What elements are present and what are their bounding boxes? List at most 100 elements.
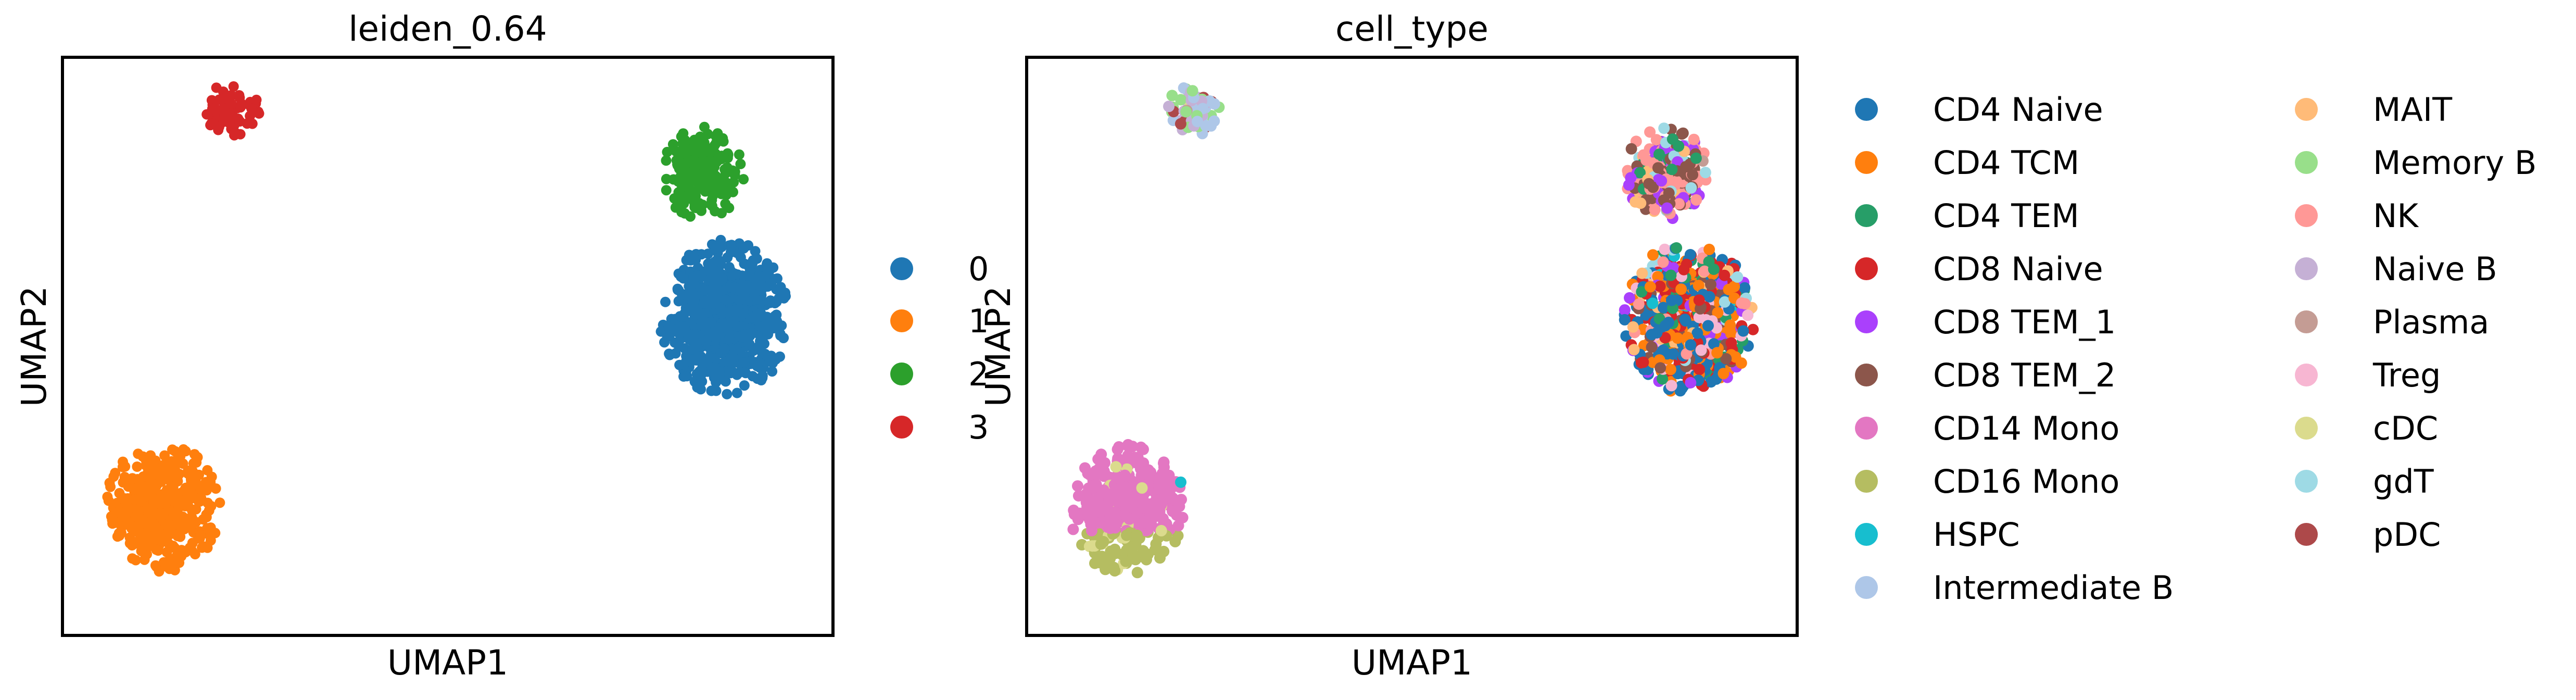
point-leiden-1 <box>188 458 199 469</box>
point-celltype-memory-b <box>1166 90 1178 102</box>
legend-label-leiden-1: 1 <box>968 302 989 340</box>
point-celltype-cd4-tcm <box>1644 281 1656 293</box>
point-leiden-1 <box>151 544 162 555</box>
point-celltype-cd4-tem <box>1634 167 1646 179</box>
point-leiden-0 <box>700 325 711 336</box>
point-leiden-0 <box>709 243 720 254</box>
point-celltype-cdc <box>1110 461 1122 473</box>
point-leiden-1 <box>160 464 170 474</box>
point-leiden-1 <box>167 444 178 455</box>
point-celltype-cd8-naive <box>1693 294 1705 306</box>
point-leiden-1 <box>138 533 149 544</box>
panel-celltype-points <box>1067 82 1759 579</box>
legend-label-celltype: CD4 TEM <box>1933 197 2079 235</box>
point-leiden-2 <box>705 156 716 167</box>
point-leiden-1 <box>179 524 190 534</box>
panel-leiden-ylabel: UMAP2 <box>14 286 54 407</box>
point-leiden-0 <box>722 389 733 399</box>
point-leiden-0 <box>697 376 708 387</box>
point-celltype-cd4-naive <box>1676 382 1688 394</box>
point-leiden-1 <box>200 477 211 488</box>
legend-item-celltype: Intermediate B <box>1855 569 2174 607</box>
point-celltype-nk <box>1673 198 1685 210</box>
point-leiden-1 <box>132 461 143 472</box>
point-leiden-0 <box>715 322 726 333</box>
point-celltype-cd14-mono <box>1099 468 1111 480</box>
point-celltype-mait <box>1627 321 1639 333</box>
legend-label-celltype: CD4 TCM <box>1933 144 2079 182</box>
point-celltype-cd4-tcm <box>1724 319 1736 331</box>
legend-marker-celltype <box>2295 310 2318 333</box>
point-leiden-0 <box>755 345 766 356</box>
point-leiden-2 <box>708 191 718 202</box>
point-leiden-1 <box>187 538 198 548</box>
point-leiden-2 <box>685 211 696 222</box>
point-leiden-0 <box>766 278 777 289</box>
point-leiden-1 <box>127 553 138 564</box>
point-celltype-cd4-naive <box>1646 329 1658 341</box>
legend-label-leiden-0: 0 <box>968 250 989 288</box>
point-celltype-cd16-mono <box>1109 565 1121 577</box>
point-celltype-cd14-mono <box>1129 452 1141 464</box>
point-leiden-0 <box>737 332 748 343</box>
point-leiden-0 <box>730 305 741 316</box>
point-celltype-cd4-naive <box>1685 339 1697 351</box>
point-leiden-0 <box>685 353 696 364</box>
legend-marker-leiden-0 <box>890 257 913 280</box>
point-celltype-cd8-tem_1 <box>1656 175 1668 187</box>
point-leiden-0 <box>756 375 767 385</box>
legend-marker-celltype <box>1855 470 1878 493</box>
point-leiden-1 <box>110 468 121 479</box>
point-celltype-cd14-mono <box>1072 514 1084 526</box>
point-leiden-1 <box>139 554 150 565</box>
point-leiden-1 <box>187 466 198 477</box>
point-leiden-2 <box>686 194 697 205</box>
point-leiden-0 <box>687 344 698 355</box>
point-celltype-memory-b <box>1180 106 1192 118</box>
panel-celltype-ylabel: UMAP2 <box>978 286 1018 407</box>
point-leiden-1 <box>202 542 213 553</box>
point-leiden-0 <box>724 262 735 272</box>
point-leiden-0 <box>761 324 772 335</box>
point-leiden-3 <box>217 93 228 104</box>
point-leiden-0 <box>670 337 680 348</box>
point-leiden-1 <box>129 494 140 505</box>
point-leiden-1 <box>102 492 113 502</box>
point-celltype-cd8-naive <box>1659 332 1671 344</box>
point-celltype-nk <box>1633 298 1645 310</box>
point-leiden-2 <box>705 174 716 185</box>
point-celltype-cd8-tem_2 <box>1705 279 1716 291</box>
point-leiden-0 <box>732 269 743 280</box>
legend-marker-celltype <box>2295 523 2318 546</box>
point-celltype-nk <box>1699 265 1710 277</box>
point-leiden-0 <box>764 297 775 308</box>
legend-item-celltype: CD4 Naive <box>1855 91 2103 129</box>
point-celltype-cd14-mono <box>1157 512 1169 524</box>
point-leiden-1 <box>147 531 157 542</box>
point-leiden-0 <box>660 296 671 307</box>
point-leiden-3 <box>246 103 257 114</box>
point-leiden-1 <box>110 517 120 528</box>
legend-label-celltype: Plasma <box>2373 303 2489 341</box>
panel-leiden-points <box>102 81 791 577</box>
point-celltype-nk <box>1644 126 1656 138</box>
point-celltype-cd14-mono <box>1081 501 1093 513</box>
point-leiden-3 <box>226 98 237 109</box>
point-leiden-0 <box>696 384 706 395</box>
point-leiden-0 <box>719 343 730 354</box>
point-leiden-0 <box>739 380 750 391</box>
point-celltype-cd4-tcm <box>1647 249 1659 261</box>
point-leiden-0 <box>679 343 690 354</box>
point-celltype-cd8-tem_2 <box>1646 341 1658 353</box>
panel-leiden: leiden_0.64 UMAP1 UMAP2 0 1 2 3 <box>14 9 989 683</box>
point-leiden-0 <box>681 371 692 382</box>
point-celltype-cd4-tem <box>1666 164 1678 176</box>
panel-leiden-xlabel: UMAP1 <box>387 643 508 683</box>
point-leiden-1 <box>125 520 136 531</box>
point-celltype-cd8-tem_2 <box>1652 162 1664 174</box>
point-leiden-1 <box>204 505 214 516</box>
point-celltype-cd4-tcm <box>1664 364 1676 376</box>
